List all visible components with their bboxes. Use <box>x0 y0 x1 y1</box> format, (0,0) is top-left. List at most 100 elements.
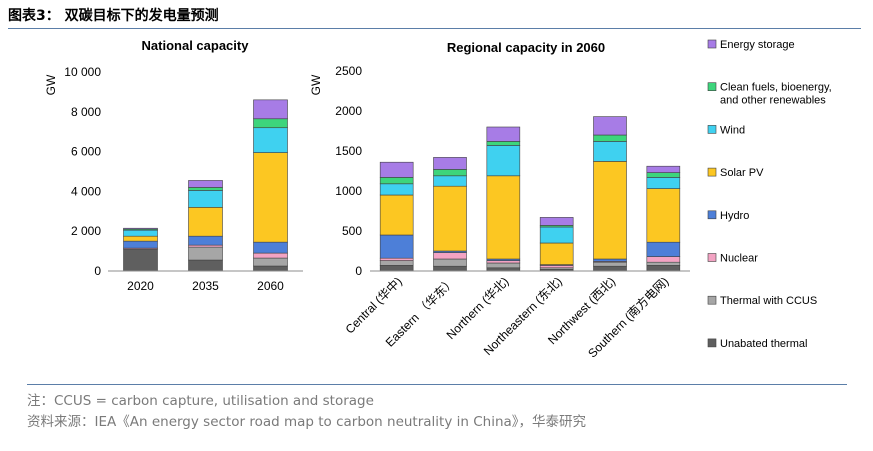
bar-segment-unabated-thermal <box>646 265 681 272</box>
legend-swatch-unabated-thermal <box>707 338 717 348</box>
bar-segment-wind <box>539 226 574 244</box>
chart-1-ytick-label: 8 000 <box>71 105 101 119</box>
bar-segment-thermal-with-ccus <box>379 260 414 266</box>
bar-segment-energy-storage <box>123 227 158 230</box>
legend-swatch-solar-pv <box>707 167 717 177</box>
bar-segment-nuclear <box>646 256 681 263</box>
footnote: 注：CCUS = carbon capture, utilisation and… <box>27 393 374 409</box>
bar-segment-thermal-with-ccus <box>593 261 627 267</box>
bar-segment-nuclear <box>486 260 521 264</box>
bar-segment-wind <box>379 183 414 196</box>
bar-segment-thermal-with-ccus <box>188 246 223 261</box>
bar-segment-unabated-thermal <box>379 265 414 272</box>
bar-segment-thermal-with-ccus <box>646 261 681 266</box>
legend-label: Unabated thermal <box>720 338 807 350</box>
chart-2-ytick-label: 1000 <box>335 184 362 198</box>
bar-segment-unabated-thermal <box>253 265 288 272</box>
bar-segment-nuclear <box>379 257 414 261</box>
bar-segment-clean-fuels-bioenergy-and-other-renewables <box>253 118 288 129</box>
bar-segment-solar-pv <box>123 235 158 242</box>
bar-segment-nuclear <box>433 252 467 260</box>
bar-segment-energy-storage <box>188 180 223 188</box>
title-divider <box>8 28 861 29</box>
legend-swatch-thermal-with-ccus <box>707 295 717 305</box>
legend-swatch-wind <box>707 125 717 134</box>
chart-2-ytick-label: 500 <box>342 224 362 238</box>
legend-label: Hydro <box>720 210 749 222</box>
legend-swatch-hydro <box>707 210 717 220</box>
bar-segment-solar-pv <box>433 185 467 252</box>
bar-segment-solar-pv <box>646 188 681 243</box>
bar-segment-energy-storage <box>486 126 521 142</box>
chart-2-ytick-label: 0 <box>355 264 362 278</box>
category-label: 2020 <box>127 279 154 293</box>
bar-segment-wind <box>486 145 521 177</box>
bar-segment-nuclear <box>539 265 574 269</box>
legend-swatch-nuclear <box>707 253 717 262</box>
legend-swatch-clean-fuels-bioenergy-and-other-renewables <box>707 82 717 91</box>
bar-segment-hydro <box>253 241 288 254</box>
bar-segment-energy-storage <box>646 165 681 173</box>
bar-segment-unabated-thermal <box>123 248 158 272</box>
bar-segment-unabated-thermal <box>593 265 627 272</box>
bar-segment-thermal-with-ccus <box>433 258 467 267</box>
bar-segment-energy-storage <box>539 217 574 226</box>
bar-segment-thermal-with-ccus <box>253 257 288 267</box>
legend-swatch-energy-storage <box>707 39 717 49</box>
legend-label-line2: and other renewables <box>720 95 826 107</box>
bar-segment-wind <box>646 177 681 189</box>
bar-segment-wind <box>433 175 467 187</box>
chart-2-ytick-label: 2000 <box>335 104 362 118</box>
legend-label: Wind <box>720 124 745 136</box>
chart-1-ylabel: GW <box>44 74 58 95</box>
bar-segment-solar-pv <box>379 194 414 236</box>
bar-segment-clean-fuels-bioenergy-and-other-renewables <box>646 172 681 178</box>
chart-1-ytick-label: 0 <box>94 264 101 278</box>
chart-1-ytick-label: 6 000 <box>71 145 101 159</box>
chart-1-ytick-label: 4 000 <box>71 184 101 198</box>
legend-label: Solar PV <box>720 167 764 179</box>
bar-segment-solar-pv <box>593 161 627 260</box>
bar-segment-energy-storage <box>379 161 414 178</box>
legend-label: Energy storage <box>720 39 795 51</box>
footer-divider <box>27 384 847 385</box>
chart-1-ytick-label: 10 000 <box>64 65 101 79</box>
bar-segment-hydro <box>593 258 627 262</box>
bar-segment-solar-pv <box>539 242 574 265</box>
bar-segment-hydro <box>123 240 158 249</box>
bar-segment-thermal-with-ccus <box>486 262 521 269</box>
bar-segment-solar-pv <box>486 175 521 260</box>
bar-segment-clean-fuels-bioenergy-and-other-renewables <box>188 187 223 191</box>
figure-title: 图表3： 双碳目标下的发电量预测 <box>8 8 219 24</box>
category-label: 2060 <box>257 279 284 293</box>
chart-2-ytick-label: 1500 <box>335 144 362 158</box>
bar-segment-clean-fuels-bioenergy-and-other-renewables <box>379 177 414 185</box>
legend-label: Nuclear <box>720 253 758 265</box>
bar-segment-wind <box>123 229 158 237</box>
chart-2-ytick-label: 2500 <box>335 64 362 78</box>
bar-segment-energy-storage <box>593 116 627 136</box>
bar-segment-hydro <box>379 234 414 259</box>
bar-segment-solar-pv <box>253 152 288 243</box>
bar-segment-unabated-thermal <box>433 265 467 272</box>
category-label: 2035 <box>192 279 219 293</box>
bar-segment-hydro <box>646 241 681 257</box>
chart-2-title: Regional capacity in 2060 <box>447 40 605 55</box>
bar-segment-nuclear <box>253 252 288 259</box>
bar-segment-energy-storage <box>253 99 288 120</box>
bar-segment-hydro <box>188 235 223 246</box>
source-line: 资料来源：IEA《An energy sector road map to ca… <box>27 414 587 430</box>
bar-segment-wind <box>593 141 627 162</box>
chart-2-ylabel: GW <box>309 74 323 95</box>
bar-segment-clean-fuels-bioenergy-and-other-renewables <box>433 169 467 177</box>
bar-segment-clean-fuels-bioenergy-and-other-renewables <box>486 141 521 146</box>
legend-label: Clean fuels, bioenergy, <box>720 82 832 94</box>
bar-segment-wind <box>188 190 223 208</box>
chart-1-ytick-label: 2 000 <box>71 224 101 238</box>
bar-segment-energy-storage <box>433 157 467 170</box>
bar-segment-clean-fuels-bioenergy-and-other-renewables <box>593 134 627 142</box>
legend-label: Thermal with CCUS <box>720 295 817 307</box>
chart-1-title: National capacity <box>142 38 250 53</box>
bar-segment-wind <box>253 127 288 153</box>
